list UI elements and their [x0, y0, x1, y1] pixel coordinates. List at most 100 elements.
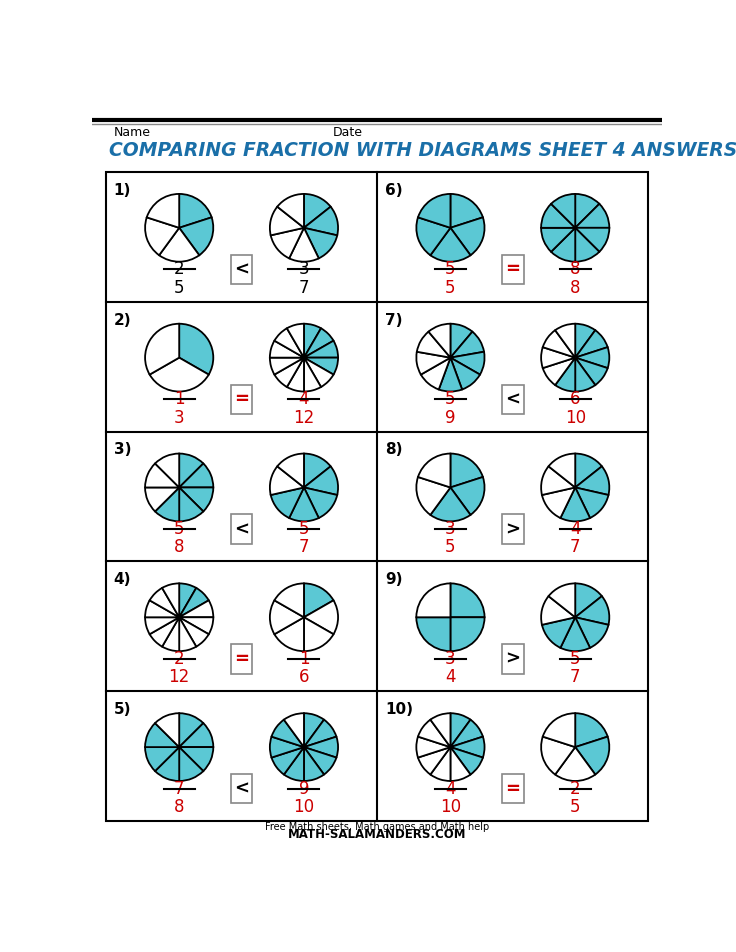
Wedge shape [284, 747, 304, 781]
Text: 1: 1 [299, 649, 309, 667]
Wedge shape [542, 330, 576, 358]
Wedge shape [418, 720, 450, 747]
Text: <: < [506, 390, 520, 408]
Wedge shape [576, 204, 609, 228]
Text: 5: 5 [445, 390, 456, 408]
Wedge shape [548, 453, 576, 487]
Wedge shape [576, 487, 609, 518]
Wedge shape [304, 341, 338, 358]
Wedge shape [439, 358, 462, 391]
Wedge shape [541, 347, 576, 368]
Text: 4: 4 [570, 520, 581, 538]
Wedge shape [541, 204, 576, 228]
Text: 1: 1 [174, 390, 185, 408]
Wedge shape [304, 358, 321, 391]
Wedge shape [555, 747, 595, 781]
Wedge shape [179, 617, 209, 646]
Text: <: < [234, 261, 249, 279]
Wedge shape [145, 617, 179, 634]
Text: =: = [234, 650, 249, 668]
Wedge shape [450, 747, 483, 775]
Wedge shape [417, 477, 450, 515]
Text: 12: 12 [294, 408, 314, 426]
Wedge shape [287, 358, 304, 391]
Wedge shape [287, 324, 304, 358]
Wedge shape [270, 341, 304, 358]
Wedge shape [304, 453, 330, 487]
Text: 4: 4 [445, 780, 456, 798]
Text: Name: Name [113, 126, 151, 139]
Wedge shape [418, 453, 450, 487]
Bar [230, 255, 252, 284]
Wedge shape [576, 324, 595, 358]
Wedge shape [450, 324, 473, 358]
Wedge shape [576, 228, 599, 262]
Text: 9): 9) [385, 572, 403, 587]
Text: 2: 2 [174, 260, 185, 278]
Wedge shape [304, 720, 336, 747]
Wedge shape [289, 228, 319, 262]
Text: 6: 6 [570, 390, 581, 408]
Wedge shape [450, 720, 483, 747]
Wedge shape [450, 584, 484, 617]
Wedge shape [179, 584, 197, 617]
Wedge shape [179, 747, 203, 781]
Text: 8: 8 [570, 260, 581, 278]
Wedge shape [275, 328, 304, 358]
Wedge shape [450, 747, 470, 781]
Bar [230, 645, 252, 674]
Wedge shape [179, 747, 213, 771]
Wedge shape [417, 331, 450, 358]
Text: =: = [234, 390, 249, 408]
Text: Free Math sheets, Math games and Math help: Free Math sheets, Math games and Math he… [265, 822, 489, 832]
Wedge shape [450, 477, 484, 515]
Bar [502, 645, 524, 674]
Wedge shape [541, 737, 576, 775]
Text: 5: 5 [570, 798, 581, 816]
Wedge shape [417, 217, 450, 255]
Wedge shape [417, 617, 450, 651]
Wedge shape [162, 617, 179, 651]
Text: 5): 5) [113, 702, 131, 717]
Wedge shape [450, 194, 483, 228]
Text: 7: 7 [174, 780, 185, 798]
Wedge shape [450, 351, 484, 374]
Wedge shape [179, 487, 203, 522]
Text: 10: 10 [294, 798, 314, 816]
Wedge shape [428, 324, 450, 358]
Wedge shape [155, 747, 179, 781]
Wedge shape [270, 601, 304, 634]
Wedge shape [417, 737, 450, 758]
Text: 4: 4 [299, 390, 309, 408]
Wedge shape [304, 584, 333, 617]
Bar [106, 172, 648, 821]
Wedge shape [450, 331, 484, 358]
Wedge shape [159, 228, 199, 262]
Text: 10): 10) [385, 702, 413, 717]
Wedge shape [179, 724, 213, 747]
Text: 3: 3 [445, 520, 456, 538]
Wedge shape [145, 724, 179, 747]
Text: 7: 7 [299, 279, 309, 297]
Wedge shape [576, 596, 609, 625]
Wedge shape [145, 487, 179, 511]
Wedge shape [179, 217, 213, 255]
Wedge shape [145, 217, 179, 255]
Bar [502, 774, 524, 803]
Wedge shape [179, 487, 213, 511]
Wedge shape [576, 194, 599, 228]
Wedge shape [560, 487, 590, 522]
Wedge shape [149, 588, 179, 617]
Wedge shape [450, 453, 483, 487]
Text: 3: 3 [174, 408, 185, 426]
Wedge shape [277, 194, 304, 228]
Wedge shape [576, 228, 609, 251]
Wedge shape [576, 347, 609, 368]
Wedge shape [576, 737, 609, 775]
Wedge shape [542, 487, 576, 518]
Wedge shape [304, 713, 324, 747]
Text: 2): 2) [113, 312, 131, 327]
Wedge shape [275, 358, 304, 387]
Wedge shape [304, 358, 333, 387]
Wedge shape [179, 194, 212, 228]
